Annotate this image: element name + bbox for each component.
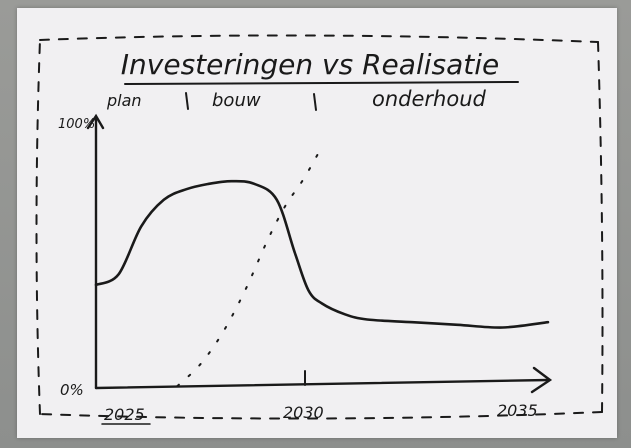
phase-divider-1 (185, 92, 189, 110)
x-tick-label-2035: 2035 (497, 401, 538, 420)
y-top-label: 100% (58, 117, 95, 132)
paper-sheet (17, 8, 617, 438)
phase-label-bouw: bouw (212, 90, 261, 111)
y-bottom-label: 0% (60, 381, 84, 399)
series-line-solid (94, 179, 550, 329)
x-axis (94, 366, 553, 394)
phase-label-onderhoud: onderhoud (372, 87, 487, 111)
y-axis (86, 113, 105, 390)
x-tick-label-2030: 2030 (283, 403, 324, 422)
x-tick-label-2025: 2025 (104, 405, 145, 424)
series-layer (94, 145, 550, 387)
dashed-border (35, 34, 604, 420)
title-underline (124, 81, 519, 85)
series-line-dotted (176, 145, 323, 387)
chart-title: Investeringen vs Realisatie (121, 48, 499, 81)
phase-label-plan: plan (106, 91, 142, 110)
phase-divider-2 (313, 93, 317, 111)
